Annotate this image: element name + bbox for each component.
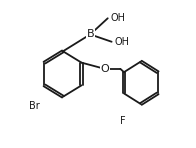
Text: Br: Br xyxy=(29,100,40,111)
Text: F: F xyxy=(120,116,125,126)
Text: B: B xyxy=(86,29,94,39)
Text: O: O xyxy=(100,64,109,74)
Text: OH: OH xyxy=(111,13,126,22)
Text: OH: OH xyxy=(114,37,130,47)
